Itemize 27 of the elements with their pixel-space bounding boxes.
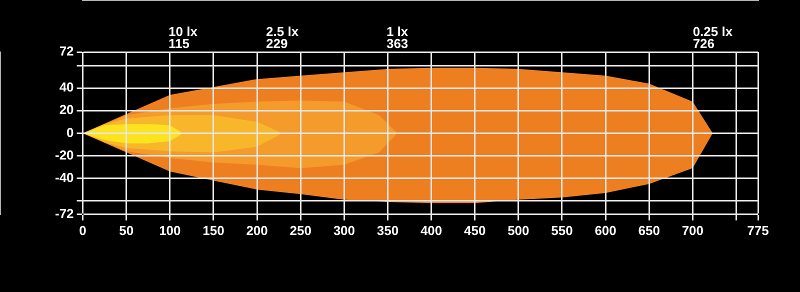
x-tick-label: 150 [202, 222, 224, 238]
x-tick-label: 50 [119, 222, 134, 238]
text: 1 lx 363 [386, 24, 409, 51]
x-tick-label: 450 [464, 222, 486, 238]
y-tick-label: -40 [54, 170, 74, 185]
x-tick-label: 250 [290, 222, 312, 238]
x-tick-label: 650 [638, 222, 660, 238]
x-tick-label: 300 [333, 222, 356, 238]
x-tick-label: 200 [246, 222, 268, 238]
x-tick-label: 350 [376, 222, 399, 238]
text: 0.25 lx 726 [692, 24, 734, 51]
x-tick-label: 600 [594, 222, 616, 238]
text: 10 lx 115 [168, 24, 198, 51]
x-tick-label: 775 [747, 222, 769, 238]
y-tick-label: 20 [59, 102, 74, 118]
text: 2.5 lx 229 [266, 24, 300, 51]
y-tick-label: 0 [66, 124, 74, 140]
x-tick-label: 0 [79, 222, 86, 238]
y-tick-label: 72 [59, 44, 74, 59]
x-tick-label: 700 [682, 222, 704, 238]
y-tick-label: -72 [54, 206, 74, 221]
x-tick-label: 500 [508, 222, 530, 238]
y-tick-label: -20 [54, 147, 74, 162]
y-tick-label: 40 [59, 80, 74, 95]
x-tick-label: 550 [551, 222, 573, 238]
x-tick-label: 100 [159, 222, 181, 238]
x-tick-label: 400 [420, 222, 442, 238]
